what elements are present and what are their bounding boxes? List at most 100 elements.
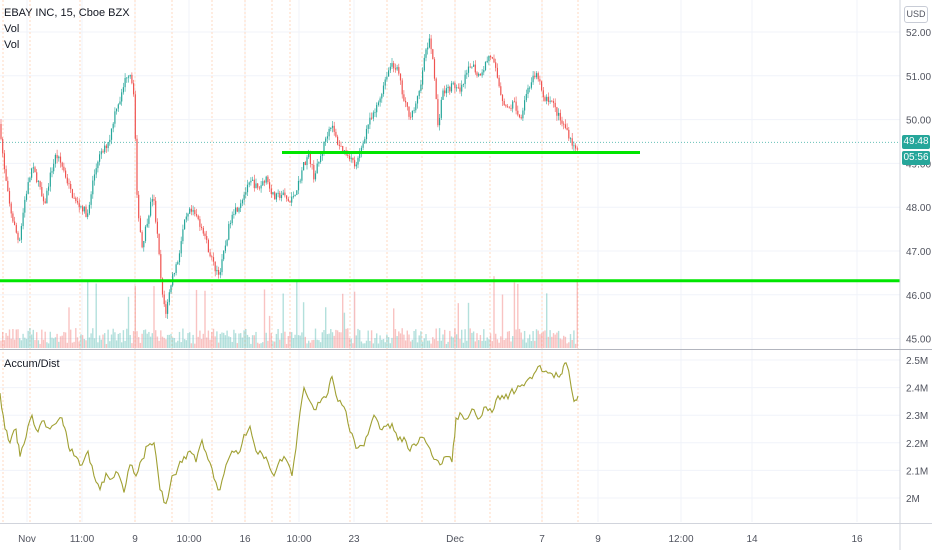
volume-bar [438, 328, 441, 348]
candle-body [82, 206, 84, 212]
candle-body [207, 239, 209, 253]
volume-bar [190, 343, 193, 348]
candle-body [546, 96, 548, 101]
candle-body [24, 199, 26, 213]
volume-bar [510, 341, 512, 348]
volume-bar [138, 337, 140, 348]
volume-bar [313, 339, 315, 348]
candle-body [537, 73, 539, 80]
candle-body [201, 226, 203, 229]
candle-body [432, 49, 434, 60]
candle-body [524, 100, 526, 111]
candle-body [314, 173, 317, 180]
volume-bar [195, 289, 198, 348]
volume-bar [115, 340, 118, 348]
candle-body [37, 181, 39, 183]
volume-bar [136, 331, 138, 348]
accum-dist-legend[interactable]: Accum/Dist [4, 358, 60, 370]
volume-bar [240, 333, 242, 348]
candle-body [59, 156, 62, 163]
volume-bar [506, 331, 509, 348]
volume-bar [297, 335, 300, 348]
price-axis-label: 48.00 [906, 203, 931, 214]
candle-body [442, 90, 444, 100]
volume-bar [486, 337, 488, 348]
volume-bar [3, 340, 6, 348]
candle-body [420, 84, 422, 92]
candle-body [68, 183, 70, 185]
volume-bar [177, 340, 179, 348]
candle-body [321, 152, 323, 156]
volume-bar [503, 339, 505, 348]
candle-body [422, 70, 424, 85]
volume-bar [347, 328, 349, 348]
volume-bar [24, 337, 26, 348]
candle-body [558, 112, 560, 116]
symbol-legend[interactable]: EBAY INC, 15, Cboe BZX [4, 7, 130, 19]
accum-dist-axis-label: 2.1M [906, 466, 928, 477]
volume-bar [95, 283, 97, 348]
volume-bar [88, 337, 91, 348]
candle-body [65, 170, 67, 178]
volume-bar [461, 329, 463, 348]
candle-body [272, 192, 274, 195]
volume-bar [505, 338, 507, 348]
volume-bar [525, 342, 527, 348]
candle-body [56, 154, 58, 159]
volume-bar [189, 332, 191, 348]
candle-body [461, 84, 463, 92]
candle-body [355, 164, 357, 167]
currency-button[interactable]: USD [904, 6, 928, 23]
volume-bar [479, 334, 482, 348]
volume-bar [512, 336, 514, 348]
candle-body [139, 218, 141, 233]
volume-bar [187, 333, 189, 348]
volume-bar [149, 336, 152, 348]
candle-body [505, 105, 507, 107]
candle-body [97, 161, 99, 169]
volume-bar [399, 333, 402, 348]
volume-bar [61, 335, 63, 348]
volume-bar [372, 343, 374, 348]
candle-body [299, 180, 301, 182]
candle-body [17, 232, 19, 240]
support-lines[interactable] [0, 150, 900, 283]
candle-body [369, 117, 371, 125]
candle-body [175, 264, 177, 273]
volume-bar [457, 303, 459, 348]
candle-body [221, 259, 223, 273]
volume-bar [331, 332, 334, 348]
volume-bar [148, 331, 150, 348]
volume-bar [144, 329, 147, 348]
volume-bar [319, 342, 322, 348]
candle-body [576, 148, 578, 150]
candle-body [12, 213, 14, 222]
volume-bar [93, 338, 96, 348]
candle-body [10, 203, 12, 214]
volume-bar [233, 329, 235, 348]
candle-body [559, 112, 561, 121]
volume-bar [425, 334, 427, 348]
volume-bar [104, 333, 106, 348]
volume-bar [435, 328, 437, 348]
volume-bar [552, 333, 555, 348]
candle-body [501, 94, 504, 102]
volume-bar [517, 283, 519, 348]
volume-legend-2[interactable]: Vol [4, 39, 20, 51]
candle-body [177, 262, 179, 265]
candle-body [129, 74, 131, 77]
volume-bar [59, 336, 62, 348]
candle-body [563, 123, 565, 125]
candle-body [197, 215, 199, 220]
volume-bar [415, 329, 417, 348]
volume-bar [287, 336, 289, 348]
candle-body [262, 181, 264, 186]
volume-bar [0, 340, 2, 348]
candle-body [338, 144, 340, 146]
candle-body [377, 102, 379, 105]
grid-lines [0, 0, 900, 522]
candle-body [180, 241, 182, 254]
candle-body [309, 152, 311, 164]
volume-legend-1[interactable]: Vol [4, 23, 20, 35]
